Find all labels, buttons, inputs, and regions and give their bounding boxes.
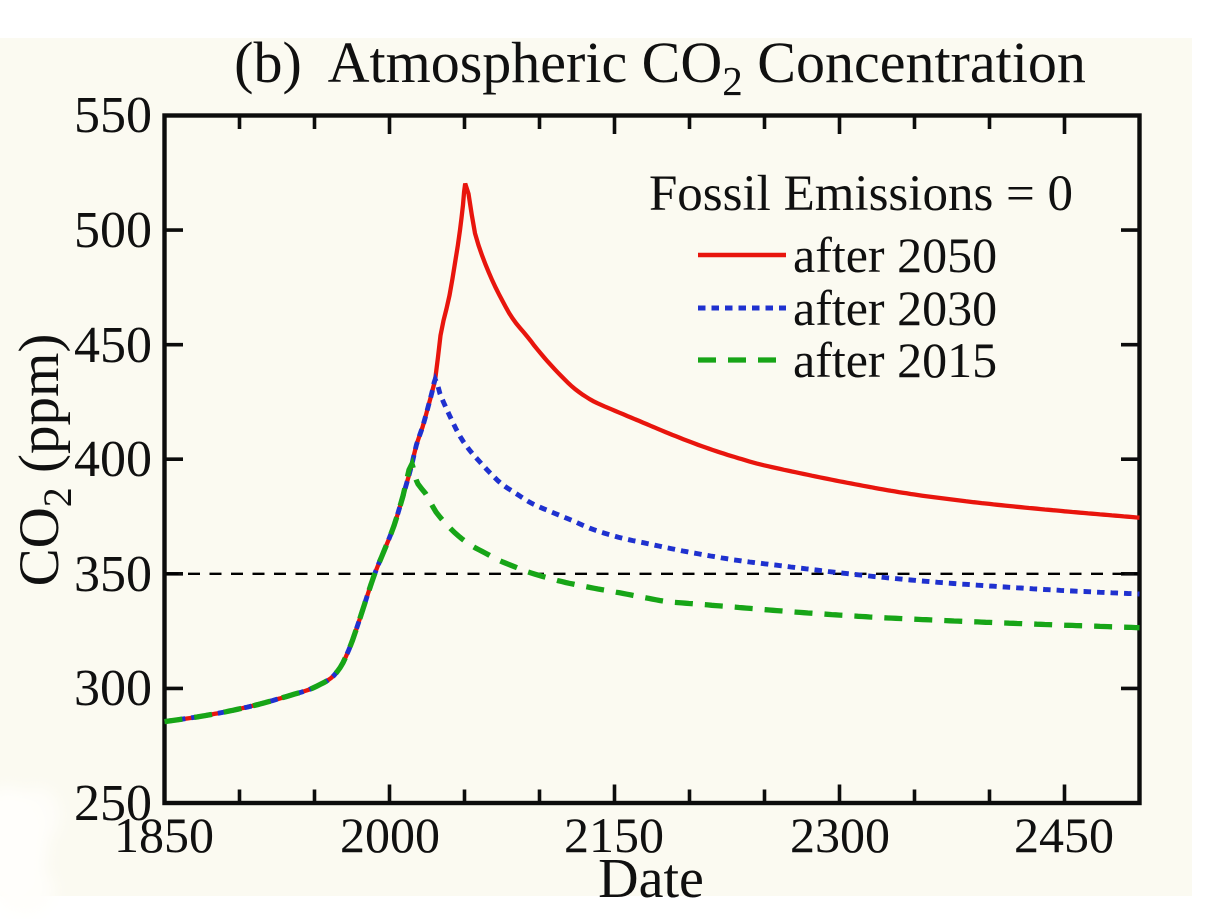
svg-text:Fossil Emissions = 0: Fossil Emissions = 0	[649, 166, 1073, 222]
svg-text:1850: 1850	[114, 807, 214, 863]
svg-text:300: 300	[74, 660, 152, 717]
svg-text:550: 550	[74, 87, 152, 144]
svg-text:after 2030: after 2030	[793, 280, 997, 336]
svg-text:400: 400	[74, 431, 152, 488]
svg-text:CO2 (ppm): CO2 (ppm)	[8, 334, 80, 587]
svg-text:500: 500	[74, 202, 152, 259]
svg-text:2000: 2000	[340, 807, 440, 863]
svg-text:Date: Date	[598, 848, 704, 910]
svg-text:2150: 2150	[564, 807, 664, 863]
svg-text:450: 450	[74, 317, 152, 374]
svg-text:250: 250	[74, 775, 152, 832]
svg-text:2450: 2450	[1014, 807, 1114, 863]
svg-text:350: 350	[74, 546, 152, 603]
svg-text:after 2015: after 2015	[793, 332, 997, 388]
svg-text:(b) Atmospheric CO2 Concentra: (b) Atmospheric CO2 Concentration	[234, 30, 1086, 104]
svg-text:after 2050: after 2050	[793, 227, 997, 283]
svg-text:2300: 2300	[790, 807, 890, 863]
